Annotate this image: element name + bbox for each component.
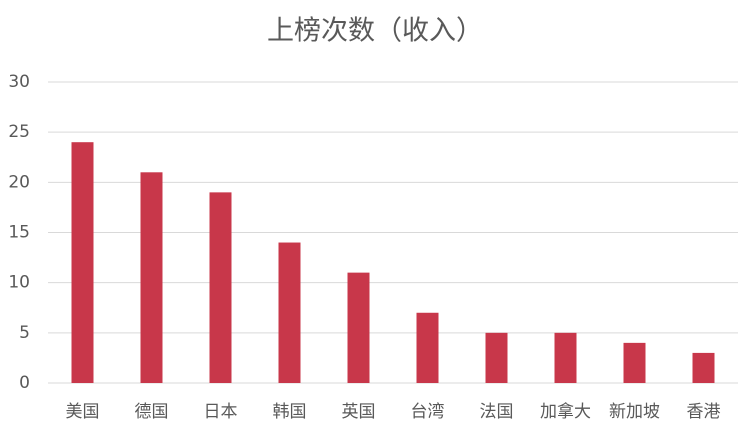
y-tick-label: 15 xyxy=(8,223,30,243)
x-tick-label: 香港 xyxy=(687,402,721,422)
bar xyxy=(347,272,370,383)
bar xyxy=(623,342,646,383)
bar xyxy=(209,192,232,383)
x-tick-label: 法国 xyxy=(480,402,514,422)
x-tick-label: 新加坡 xyxy=(609,402,660,422)
x-tick-label: 英国 xyxy=(342,402,376,422)
bar xyxy=(554,332,577,383)
y-tick-label: 20 xyxy=(8,172,30,192)
y-tick-label: 0 xyxy=(19,373,30,393)
x-tick-label: 韩国 xyxy=(273,402,307,422)
bar xyxy=(140,172,163,383)
bar xyxy=(278,242,301,383)
y-tick-label: 10 xyxy=(8,273,30,293)
y-tick-label: 5 xyxy=(19,323,30,343)
x-tick-label: 日本 xyxy=(204,402,238,422)
x-tick-label: 德国 xyxy=(135,402,169,422)
x-tick-label: 美国 xyxy=(66,402,100,422)
bar xyxy=(485,332,508,383)
chart-title: 上榜次数（收入） xyxy=(267,16,483,47)
bar xyxy=(416,312,439,383)
y-tick-label: 30 xyxy=(8,72,30,92)
y-tick-label: 25 xyxy=(8,122,30,142)
x-tick-label: 加拿大 xyxy=(540,401,591,422)
bar xyxy=(692,352,715,383)
bar xyxy=(71,142,94,383)
x-tick-label: 台湾 xyxy=(411,402,445,422)
